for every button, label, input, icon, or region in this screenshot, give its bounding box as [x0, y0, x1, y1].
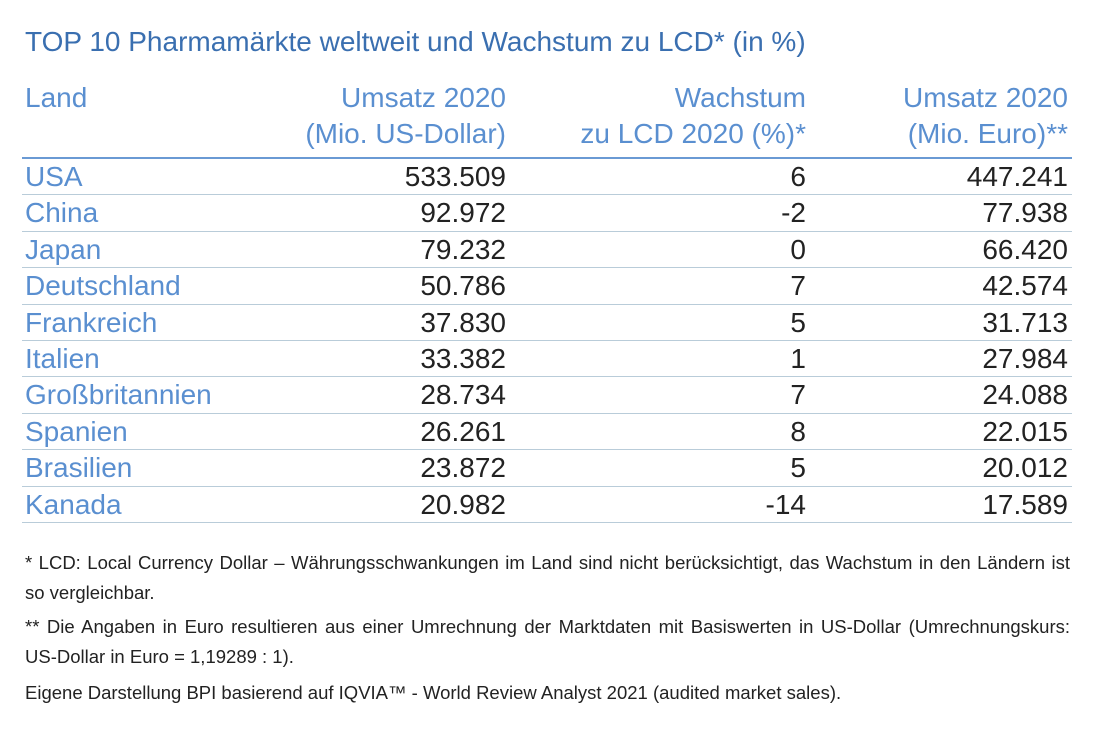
cell-wachstum: -14 — [765, 488, 806, 520]
header-rule — [22, 157, 1072, 159]
cell-umsatz-usd: 23.872 — [420, 452, 506, 484]
cell-umsatz-usd: 37.830 — [420, 306, 506, 338]
cell-umsatz-eur: 66.420 — [982, 233, 1068, 265]
cell-wachstum: 7 — [790, 379, 806, 411]
cell-umsatz-usd: 33.382 — [420, 342, 506, 374]
cell-wachstum: 0 — [790, 233, 806, 265]
footnotes: * LCD: Local Currency Dollar – Währungss… — [25, 548, 1070, 712]
chart-title: TOP 10 Pharmamärkte weltweit und Wachstu… — [25, 26, 806, 57]
cell-land: Brasilien — [25, 452, 133, 484]
cell-umsatz-eur: 27.984 — [982, 342, 1068, 374]
column-header-umsatz-usd: Umsatz 2020 (Mio. US-Dollar) — [305, 80, 506, 152]
cell-umsatz-usd: 533.509 — [404, 161, 506, 192]
cell-land: Japan — [25, 233, 102, 265]
cell-umsatz-usd: 50.786 — [420, 270, 506, 302]
table-header: Land Umsatz 2020 (Mio. US-Dollar) Wachst… — [22, 80, 1072, 158]
column-header-line: Umsatz 2020 — [903, 82, 1068, 113]
cell-umsatz-eur: 447.241 — [966, 161, 1068, 192]
cell-land: USA — [25, 161, 83, 192]
footnote-euro: ** Die Angaben in Euro resultieren aus e… — [25, 616, 1070, 667]
footnote-lcd: * LCD: Local Currency Dollar – Währungss… — [25, 552, 1070, 603]
cell-umsatz-usd: 92.972 — [420, 197, 506, 229]
cell-umsatz-eur: 42.574 — [982, 270, 1068, 302]
cell-umsatz-eur: 17.589 — [982, 488, 1068, 520]
cell-wachstum: 6 — [790, 161, 806, 192]
column-header-line: Land — [25, 82, 88, 113]
column-header-umsatz-eur: Umsatz 2020 (Mio. Euro)** — [903, 80, 1068, 152]
column-header-line: Umsatz 2020 — [341, 82, 506, 113]
column-header-line: Wachstum — [674, 82, 806, 113]
table-row: Großbritannien 28.734 7 24.088 — [22, 377, 1072, 414]
cell-umsatz-eur: 20.012 — [982, 452, 1068, 484]
cell-wachstum: 1 — [790, 342, 806, 374]
cell-wachstum: 8 — [790, 415, 806, 447]
table-row: Japan 79.232 0 66.420 — [22, 232, 1072, 269]
table-row: Spanien 26.261 8 22.015 — [22, 414, 1072, 451]
cell-wachstum: -2 — [781, 197, 806, 229]
table-row: Deutschland 50.786 7 42.574 — [22, 268, 1072, 305]
cell-wachstum: 7 — [790, 270, 806, 302]
column-header-wachstum: Wachstum zu LCD 2020 (%)* — [580, 80, 806, 152]
column-header-line: (Mio. Euro)** — [907, 118, 1068, 149]
column-header-line: zu LCD 2020 (%)* — [580, 118, 806, 149]
cell-land: Kanada — [25, 488, 122, 520]
cell-umsatz-usd: 20.982 — [420, 488, 506, 520]
table-row: Kanada 20.982 -14 17.589 — [22, 487, 1072, 523]
column-header-land: Land — [25, 80, 87, 116]
table-row: Italien 33.382 1 27.984 — [22, 341, 1072, 378]
table-row: China 92.972 -2 77.938 — [22, 195, 1072, 232]
cell-land: Spanien — [25, 415, 128, 447]
cell-umsatz-eur: 22.015 — [982, 415, 1068, 447]
cell-umsatz-eur: 31.713 — [982, 306, 1068, 338]
column-header-line: (Mio. US-Dollar) — [305, 118, 506, 149]
cell-umsatz-usd: 79.232 — [420, 233, 506, 265]
cell-umsatz-eur: 77.938 — [982, 197, 1068, 229]
cell-umsatz-usd: 28.734 — [420, 379, 506, 411]
table-row: USA 533.509 6 447.241 — [22, 159, 1072, 196]
cell-umsatz-eur: 24.088 — [982, 379, 1068, 411]
source-note: Eigene Darstellung BPI basierend auf IQV… — [25, 682, 842, 703]
cell-umsatz-usd: 26.261 — [420, 415, 506, 447]
cell-wachstum: 5 — [790, 452, 806, 484]
cell-land: Großbritannien — [25, 379, 212, 411]
cell-land: China — [25, 197, 99, 229]
cell-land: Deutschland — [25, 270, 181, 302]
table-row: Brasilien 23.872 5 20.012 — [22, 450, 1072, 487]
table-body: USA 533.509 6 447.241 China 92.972 -2 77.938 Jap… — [22, 159, 1072, 523]
table-row: Frankreich 37.830 5 31.713 — [22, 305, 1072, 341]
cell-land: Italien — [25, 342, 100, 374]
cell-wachstum: 5 — [790, 306, 806, 338]
cell-land: Frankreich — [25, 306, 158, 338]
